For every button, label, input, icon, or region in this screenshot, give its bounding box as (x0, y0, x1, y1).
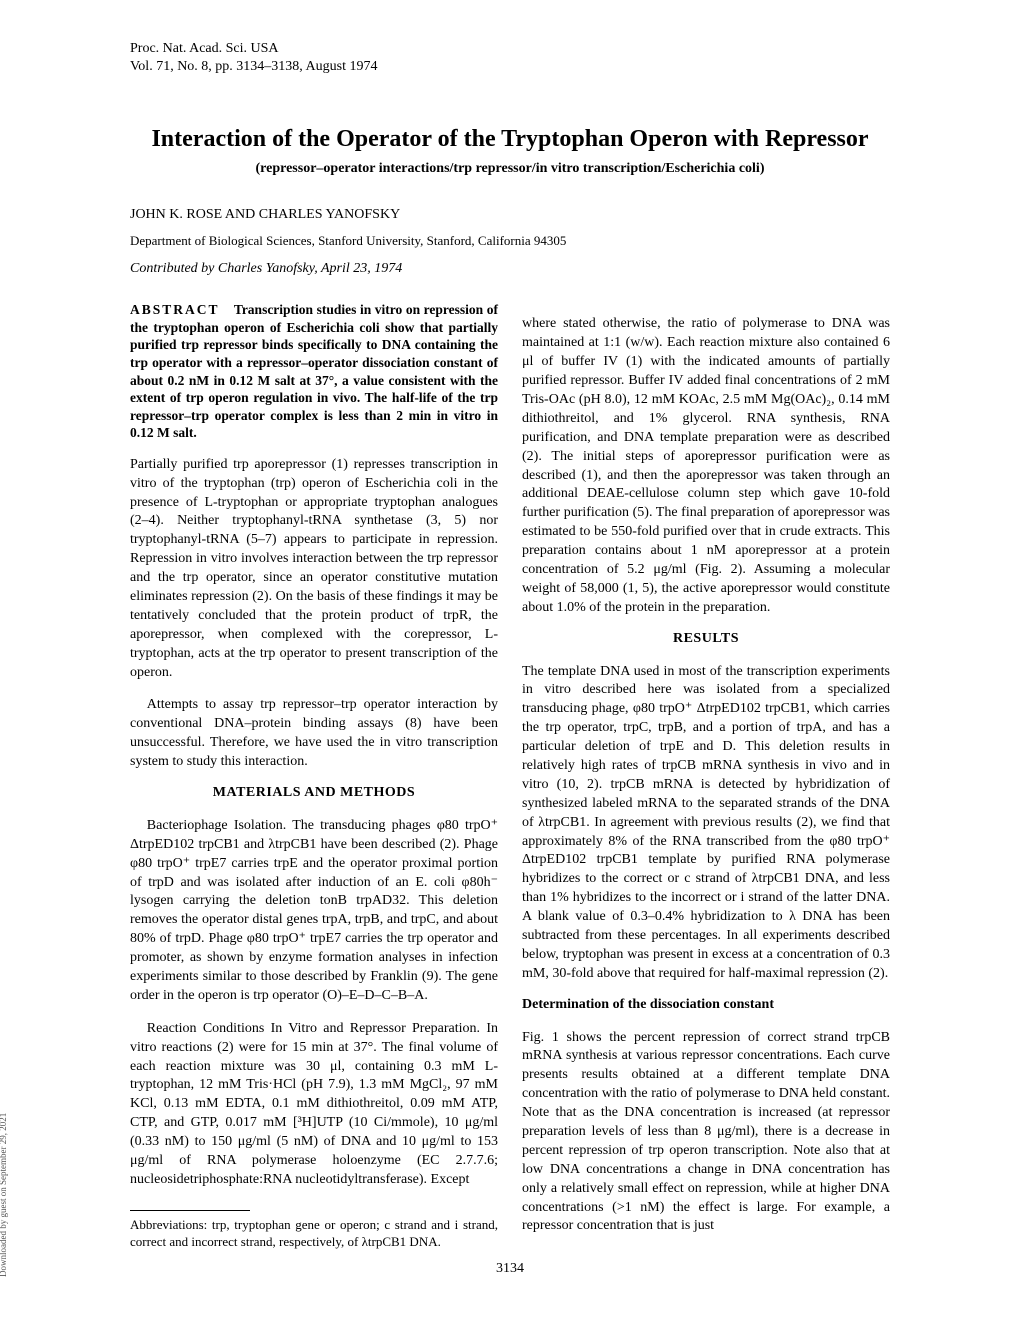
results-heading: RESULTS (522, 630, 890, 649)
right-column: where stated otherwise, the ratio of pol… (522, 301, 890, 1250)
materials-methods-heading: MATERIALS AND METHODS (130, 784, 498, 803)
dissociation-heading: Determination of the dissociation consta… (522, 996, 890, 1015)
affiliation: Department of Biological Sciences, Stanf… (130, 233, 890, 249)
authors: JOHN K. ROSE AND CHARLES YANOFSKY (130, 207, 890, 223)
left-column: ABSTRACT Transcription studies in vitro … (130, 301, 498, 1250)
right-para-3: Fig. 1 shows the percent repression of c… (522, 1029, 890, 1237)
download-note: Downloaded by guest on September 29, 202… (0, 1112, 8, 1276)
left-para-1: Partially purified trp aporepressor (1) … (130, 456, 498, 683)
contributed-line: Contributed by Charles Yanofsky, April 2… (130, 261, 890, 277)
paper-subtitle: (repressor–operator interactions/trp rep… (130, 161, 890, 177)
paper-page: Downloaded by guest on September 29, 202… (0, 0, 1020, 1317)
right-para-2: The template DNA used in most of the tra… (522, 663, 890, 984)
left-para-2: Attempts to assay trp repressor–trp oper… (130, 696, 498, 772)
footnote-abbrev: Abbreviations: trp, tryptophan gene or o… (130, 1217, 498, 1251)
journal-header: Proc. Nat. Acad. Sci. USA Vol. 71, No. 8… (130, 40, 890, 76)
footnote-rule (130, 1210, 250, 1211)
page-number: 3134 (130, 1261, 890, 1277)
abstract-label: ABSTRACT (130, 302, 220, 317)
paper-title: Interaction of the Operator of the Trypt… (130, 126, 890, 153)
right-para-1: where stated otherwise, the ratio of pol… (522, 315, 890, 617)
abstract-text: Transcription studies in vitro on repres… (130, 302, 498, 440)
journal-line2: Vol. 71, No. 8, pp. 3134–3138, August 19… (130, 58, 890, 76)
abstract-block: ABSTRACT Transcription studies in vitro … (130, 301, 498, 441)
left-para-3: Bacteriophage Isolation. The transducing… (130, 817, 498, 1006)
left-para-4: Reaction Conditions In Vitro and Repress… (130, 1020, 498, 1190)
journal-line1: Proc. Nat. Acad. Sci. USA (130, 40, 890, 58)
two-column-layout: ABSTRACT Transcription studies in vitro … (130, 301, 890, 1250)
